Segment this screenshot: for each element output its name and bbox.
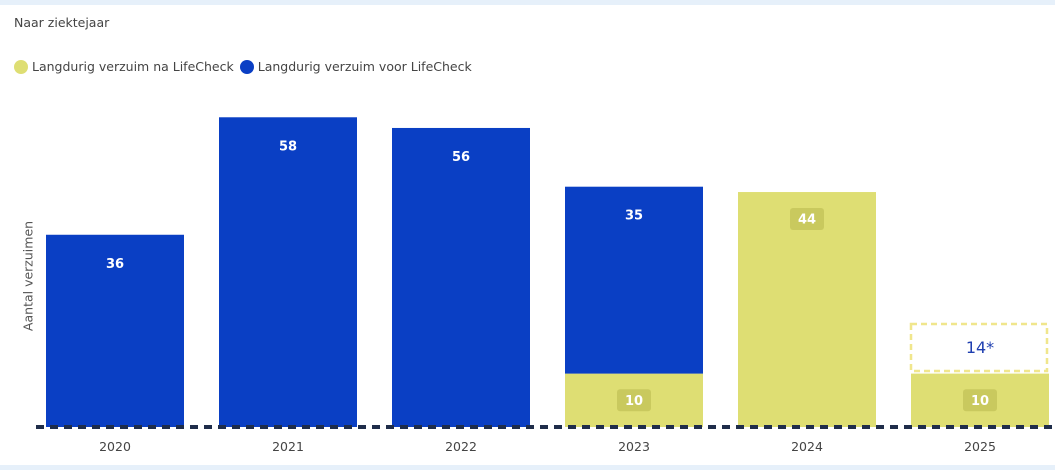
legend-swatch-na bbox=[14, 59, 28, 74]
bar-voor-2022 bbox=[392, 127, 530, 428]
bar-voor-2023 bbox=[565, 186, 703, 374]
chart-plot: 36 2020 58 2021 56 2022 10 35 2023 44 2024 10 2025 14… bbox=[36, 117, 1052, 454]
data-label-na-2024: 44 bbox=[798, 213, 816, 228]
x-tick-label-2023: 2023 bbox=[618, 439, 650, 454]
x-tick-label-2021: 2021 bbox=[272, 439, 304, 454]
x-tick-label-2025: 2025 bbox=[964, 439, 996, 454]
legend-item-voor[interactable]: Langdurig verzuim voor LifeCheck bbox=[239, 59, 472, 74]
bar-voor-2021 bbox=[219, 117, 357, 427]
data-label-voor-2023: 35 bbox=[625, 209, 643, 224]
data-label-voor-2022: 56 bbox=[452, 150, 470, 165]
annotation-box-2025 bbox=[909, 322, 1049, 373]
annotation-label-2025: 14* bbox=[966, 338, 994, 357]
data-label-bg-na-2024 bbox=[790, 208, 824, 231]
x-tick-label-2020: 2020 bbox=[99, 439, 131, 454]
data-label-na-2025: 10 bbox=[971, 394, 989, 409]
data-label-na-2023: 10 bbox=[625, 394, 643, 409]
data-label-bg-na-2023 bbox=[617, 389, 651, 412]
x-tick-label-2024: 2024 bbox=[791, 439, 823, 454]
chart-title: Naar ziektejaar bbox=[14, 15, 110, 30]
data-label-bg-na-2025 bbox=[963, 389, 997, 412]
data-label-voor-2021: 58 bbox=[279, 139, 297, 154]
legend: Langdurig verzuim na LifeCheck Langdurig… bbox=[14, 59, 478, 74]
bar-voor-2020 bbox=[46, 234, 184, 427]
legend-label-na: Langdurig verzuim na LifeCheck bbox=[32, 59, 234, 74]
legend-label-voor: Langdurig verzuim voor LifeCheck bbox=[257, 59, 472, 74]
bar-na-2024 bbox=[738, 192, 876, 427]
x-tick-label-2022: 2022 bbox=[445, 439, 477, 454]
legend-swatch-voor bbox=[239, 59, 254, 74]
legend-item-na[interactable]: Langdurig verzuim na LifeCheck bbox=[14, 59, 234, 74]
data-label-voor-2020: 36 bbox=[106, 257, 124, 272]
